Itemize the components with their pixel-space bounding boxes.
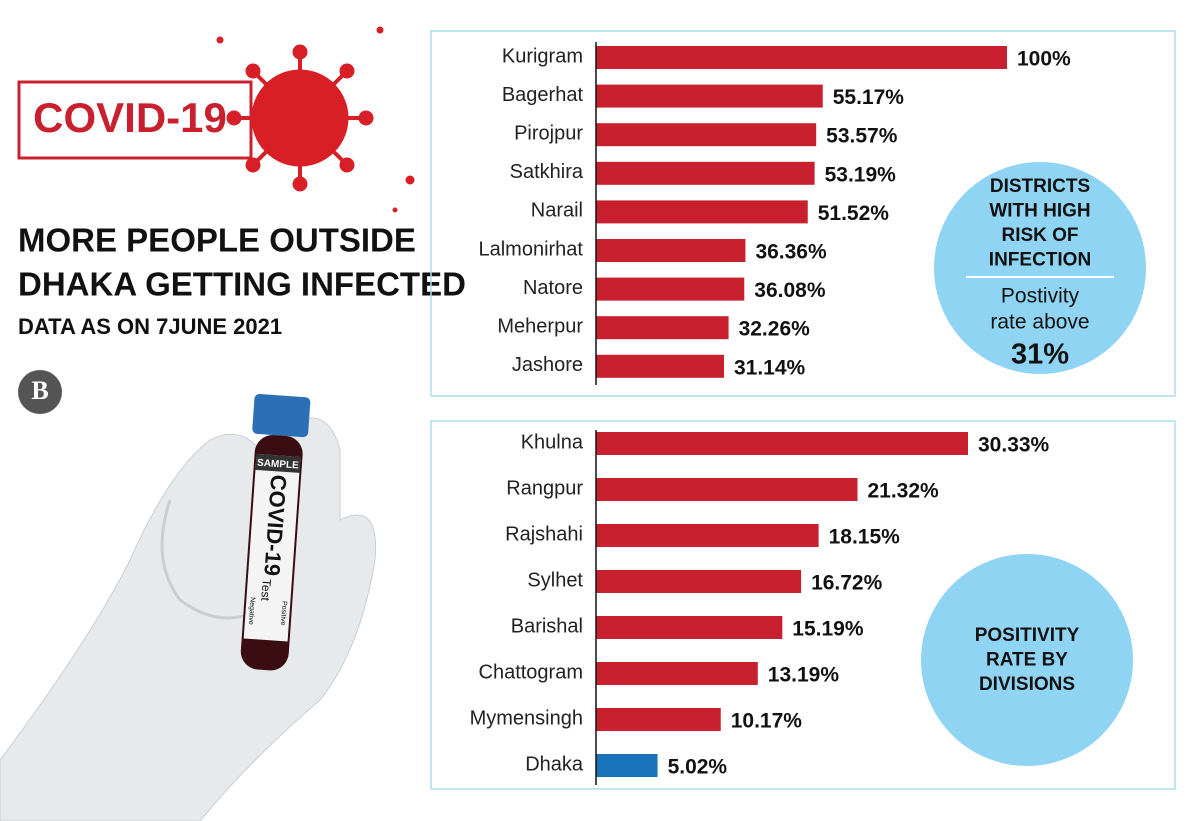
bar [596,570,802,593]
bar [596,316,729,340]
value-label: 55.17% [833,86,905,109]
value-label: 36.36% [755,241,827,264]
bar [596,84,823,108]
category-label: Barishal [511,615,583,637]
category-label: Kurigram [502,45,583,67]
annotation-text: RATE BY [986,650,1068,671]
category-label: Satkhira [510,161,584,183]
value-label: 53.19% [825,163,897,186]
category-label: Natore [523,277,583,299]
annotation-circle [934,162,1146,374]
value-label: 30.33% [978,434,1050,457]
note-text: Postivity [1001,285,1080,308]
annotation-text: INFECTION [989,250,1091,271]
bar [596,123,817,147]
annotation-circle [921,554,1133,766]
bar [596,200,808,224]
value-label: 32.26% [739,318,811,341]
category-label: Pirojpur [514,122,583,144]
badge-text: COVID-19 [33,94,227,141]
virus-icon [216,26,415,213]
bar [596,354,724,378]
bar [596,662,758,685]
value-label: 100% [1017,48,1071,71]
panel [430,30,1176,397]
subtitle: DATA AS ON 7JUNE 2021 [18,314,282,339]
bar [596,478,858,501]
category-label: Rangpur [506,477,583,499]
bar [596,524,819,547]
bar [596,46,1007,69]
category-label: Rajshahi [505,523,583,545]
panel [430,420,1176,790]
value-label: 13.19% [768,664,840,687]
category-label: Lalmonirhat [478,238,583,260]
test-tube: SAMPLE COVID-19 Test Positive Negative [240,393,311,671]
value-label: 36.08% [754,279,826,302]
value-label: 10.17% [731,710,803,733]
bar [596,708,721,731]
bar [596,239,746,262]
category-label: Sylhet [527,569,583,591]
bar [596,432,968,455]
logo [18,370,62,414]
tube-label: Negative [247,597,256,625]
annotation-text: DISTRICTS [990,176,1090,197]
value-label: 18.15% [829,526,901,549]
value-label: 5.02% [668,756,728,779]
category-label: Khulna [521,431,584,453]
tube-label: Test [258,578,274,602]
logo-text: B [31,376,48,405]
category-label: Dhaka [525,753,584,775]
bar [596,616,783,639]
annotation-text: DIVISIONS [979,674,1075,695]
value-label: 53.57% [826,125,898,148]
value-label: 31.14% [734,356,806,379]
value-label: 15.19% [792,618,864,641]
category-label: Chattogram [479,661,584,683]
category-label: Narail [531,200,583,222]
bar [596,161,815,185]
value-label: 16.72% [811,572,883,595]
category-label: Mymensingh [470,707,583,729]
title-line: DHAKA GETTING INFECTED [18,266,466,303]
annotation-text: RISK OF [1001,225,1078,246]
value-label: 21.32% [867,480,939,503]
annotation-text: POSITIVITY [975,625,1080,646]
highlight-text: 31% [1011,339,1069,371]
bar [596,277,745,301]
note-text: rate above [990,311,1089,334]
category-label: Jashore [512,354,583,376]
title-line: MORE PEOPLE OUTSIDE [18,222,416,259]
value-label: 51.52% [818,202,890,225]
tube-label: SAMPLE [257,458,300,472]
category-label: Meherpur [497,315,583,337]
annotation-text: WITH HIGH [989,201,1090,222]
category-label: Bagerhat [502,84,584,106]
bar [596,754,658,777]
tube-label: Positive [279,601,288,626]
